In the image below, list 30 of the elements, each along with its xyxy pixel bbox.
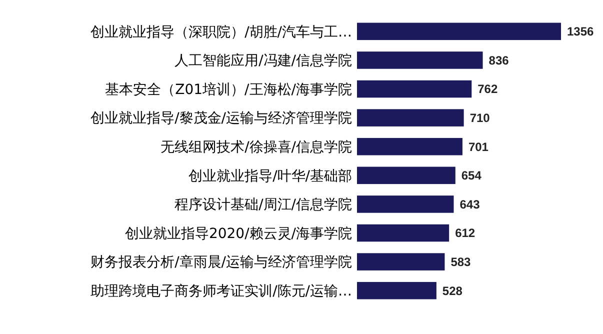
data-label: 701 xyxy=(468,140,489,154)
bar xyxy=(357,138,462,156)
y-tick-label: 人工智能应用/冯建/信息学院 xyxy=(174,53,352,70)
data-label: 762 xyxy=(478,82,498,96)
y-tick-label: 程序设计基础/周江/信息学院 xyxy=(174,197,352,214)
y-tick-label: 创业就业指导/黎茂金/运输与经济管理学院 xyxy=(90,110,352,127)
bar xyxy=(357,166,456,184)
data-label: 710 xyxy=(470,111,490,125)
y-tick-label: 创业就业指导（深职院）/胡胜/汽车与工… xyxy=(90,24,352,40)
bar xyxy=(357,282,436,300)
y-tick-label: 创业就业指导2020/赖云灵/海事学院 xyxy=(124,226,352,242)
data-label: 528 xyxy=(442,284,463,298)
data-label: 836 xyxy=(488,53,510,68)
data-label: 583 xyxy=(450,255,472,269)
data-label: 1356 xyxy=(567,24,594,39)
data-label: 654 xyxy=(461,168,482,183)
bar xyxy=(357,109,464,126)
bar xyxy=(357,22,561,40)
y-tick-label: 助理跨境电子商务师考证实训/陈元/运输… xyxy=(90,284,352,300)
bar xyxy=(357,196,454,213)
y-tick-label: 创业就业指导/叶华/基础部 xyxy=(188,168,352,184)
bar xyxy=(357,253,445,270)
y-tick-label: 基本安全（Z01培训）/王海松/海事学院 xyxy=(105,82,352,98)
bar xyxy=(357,52,483,69)
data-label: 612 xyxy=(455,226,476,240)
y-tick-label: 无线组网技术/徐操喜/信息学院 xyxy=(160,140,352,156)
y-tick-label: 财务报表分析/章雨晨/运输与经济管理学院 xyxy=(90,254,352,271)
bar xyxy=(357,224,450,242)
data-label: 643 xyxy=(460,197,480,212)
bar xyxy=(357,80,472,98)
